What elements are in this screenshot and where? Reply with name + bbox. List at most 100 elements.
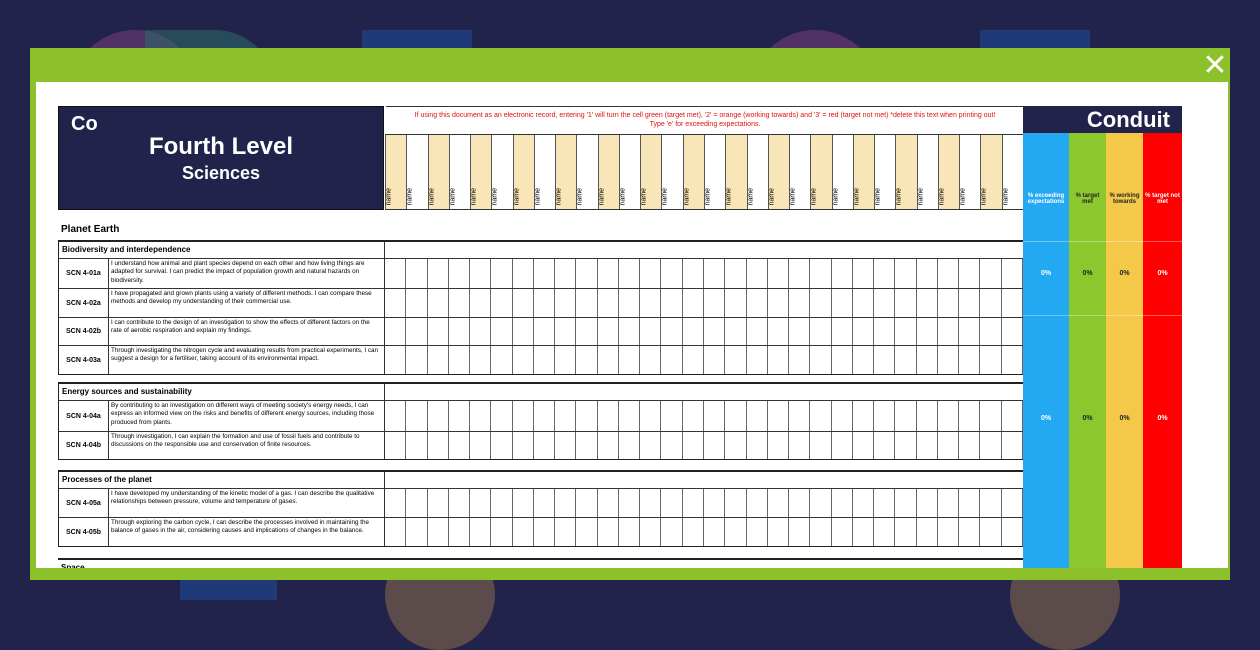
assessment-cell[interactable] [598, 489, 619, 517]
assessment-cell[interactable] [810, 318, 832, 345]
name-column[interactable]: name [959, 135, 980, 209]
name-column[interactable]: name [1001, 135, 1023, 209]
assessment-cell[interactable] [598, 401, 619, 431]
assessment-cell[interactable] [406, 401, 428, 431]
assessment-cell[interactable] [874, 318, 896, 345]
assessment-cell[interactable] [747, 432, 768, 459]
assessment-cell[interactable] [534, 289, 556, 317]
assessment-cell[interactable] [513, 289, 534, 317]
assessment-cell[interactable] [853, 289, 875, 317]
assessment-cell[interactable] [576, 489, 598, 517]
name-column[interactable]: name [703, 135, 725, 209]
assessment-cell[interactable] [406, 318, 428, 345]
assessment-cell[interactable] [959, 432, 981, 459]
assessment-cell[interactable] [768, 259, 790, 288]
assessment-cell[interactable] [959, 318, 981, 345]
assessment-cell[interactable] [513, 401, 534, 431]
assessment-cell[interactable] [768, 489, 790, 517]
assessment-cell[interactable] [810, 518, 832, 546]
assessment-cell[interactable] [449, 289, 471, 317]
assessment-cell[interactable] [619, 518, 641, 546]
assessment-cell[interactable] [938, 318, 960, 345]
assessment-cell[interactable] [853, 259, 875, 288]
assessment-cell[interactable] [938, 432, 960, 459]
assessment-cell[interactable] [555, 401, 577, 431]
assessment-cell[interactable] [449, 318, 471, 345]
assessment-cell[interactable] [598, 432, 619, 459]
assessment-cell[interactable] [789, 401, 811, 431]
assessment-cell[interactable] [683, 289, 704, 317]
assessment-cell[interactable] [895, 346, 917, 374]
assessment-cell[interactable] [874, 489, 896, 517]
assessment-cell[interactable] [576, 346, 598, 374]
assessment-cell[interactable] [661, 518, 683, 546]
assessment-cell[interactable] [449, 401, 471, 431]
assessment-cell[interactable] [619, 289, 641, 317]
assessment-cell[interactable] [640, 432, 662, 459]
assessment-cell[interactable] [789, 432, 811, 459]
assessment-cell[interactable] [491, 401, 513, 431]
assessment-cell[interactable] [406, 518, 428, 546]
assessment-cell[interactable] [555, 318, 577, 345]
assessment-cell[interactable] [980, 259, 1002, 288]
assessment-cell[interactable] [598, 289, 619, 317]
assessment-cell[interactable] [406, 346, 428, 374]
name-column[interactable]: name [533, 135, 555, 209]
assessment-cell[interactable] [683, 401, 704, 431]
assessment-cell[interactable] [768, 518, 790, 546]
name-column[interactable]: name [852, 135, 875, 209]
assessment-cell[interactable] [917, 259, 938, 288]
assessment-cell[interactable] [959, 401, 981, 431]
assessment-cell[interactable] [789, 518, 811, 546]
assessment-cell[interactable] [598, 259, 619, 288]
name-column[interactable]: name [427, 135, 449, 209]
assessment-cell[interactable] [895, 489, 917, 517]
assessment-cell[interactable] [704, 432, 726, 459]
assessment-cell[interactable] [980, 489, 1002, 517]
assessment-cell[interactable] [555, 518, 577, 546]
assessment-cell[interactable] [980, 289, 1002, 317]
assessment-cell[interactable] [406, 489, 428, 517]
name-column[interactable]: name [980, 135, 1002, 209]
assessment-cell[interactable] [534, 318, 556, 345]
assessment-cell[interactable] [725, 518, 747, 546]
assessment-cell[interactable] [661, 432, 683, 459]
assessment-cell[interactable] [832, 401, 853, 431]
assessment-cell[interactable] [513, 346, 534, 374]
assessment-cell[interactable] [725, 489, 747, 517]
name-column[interactable]: name [470, 135, 492, 209]
assessment-cell[interactable] [449, 259, 471, 288]
assessment-cell[interactable] [1002, 289, 1023, 317]
assessment-cell[interactable] [555, 346, 577, 374]
assessment-cell[interactable] [789, 318, 811, 345]
assessment-cell[interactable] [895, 318, 917, 345]
assessment-cell[interactable] [917, 432, 938, 459]
assessment-cell[interactable] [917, 489, 938, 517]
assessment-cell[interactable] [1002, 318, 1023, 345]
name-column[interactable]: name [555, 135, 577, 209]
name-column[interactable]: name [725, 135, 747, 209]
assessment-cell[interactable] [385, 432, 407, 459]
assessment-cell[interactable] [725, 289, 747, 317]
assessment-cell[interactable] [747, 518, 768, 546]
assessment-cell[interactable] [598, 318, 619, 345]
name-column[interactable]: name [618, 135, 640, 209]
assessment-cell[interactable] [470, 289, 492, 317]
assessment-cell[interactable] [683, 518, 704, 546]
assessment-cell[interactable] [661, 489, 683, 517]
assessment-cell[interactable] [747, 289, 768, 317]
assessment-cell[interactable] [491, 289, 513, 317]
name-column[interactable]: name [895, 135, 917, 209]
assessment-cell[interactable] [661, 346, 683, 374]
assessment-cell[interactable] [661, 318, 683, 345]
assessment-cell[interactable] [810, 259, 832, 288]
assessment-cell[interactable] [725, 318, 747, 345]
assessment-cell[interactable] [789, 289, 811, 317]
assessment-cell[interactable] [874, 518, 896, 546]
assessment-cell[interactable] [385, 489, 407, 517]
assessment-cell[interactable] [619, 346, 641, 374]
assessment-cell[interactable] [428, 289, 449, 317]
assessment-cell[interactable] [832, 432, 853, 459]
assessment-cell[interactable] [725, 432, 747, 459]
assessment-cell[interactable] [491, 489, 513, 517]
